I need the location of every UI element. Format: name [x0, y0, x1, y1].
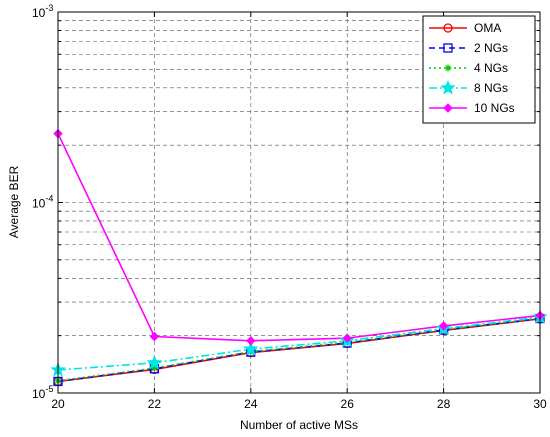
- legend-entry-2-ngs: 2 NGs: [429, 41, 508, 55]
- legend-label: 10 NGs: [474, 101, 515, 115]
- legend-entry-oma: OMA: [429, 21, 501, 35]
- legend-label: 2 NGs: [474, 41, 508, 55]
- legend-label: 8 NGs: [474, 81, 508, 95]
- x-tick-label: 30: [533, 397, 547, 411]
- series-lines: [57, 133, 541, 383]
- legend-marker-8-ngs: [440, 79, 456, 95]
- data-point-10-ngs: [149, 331, 160, 342]
- data-point-10-ngs: [342, 333, 352, 343]
- x-axis-label: Number of active MSs: [240, 418, 358, 432]
- ticks: [57, 12, 541, 393]
- data-point-10-ngs: [438, 321, 449, 331]
- data-point-8-ngs: [243, 340, 259, 356]
- data-point-8-ngs: [146, 354, 163, 370]
- y-tick-label: 10-3: [32, 3, 53, 20]
- x-tick-label: 26: [341, 397, 355, 411]
- y-axis-label: Average BER: [7, 165, 21, 238]
- legend-entry-8-ngs: 8 NGs: [429, 79, 508, 95]
- x-tick-label: 24: [244, 397, 258, 411]
- tick-labels: 20 22 24 26 28 30 10-5 10-4 10-3: [32, 3, 547, 411]
- series-line-8-ngs: [57, 316, 541, 371]
- x-tick-label: 20: [51, 397, 65, 411]
- series-line-4-ngs: [57, 317, 541, 382]
- legend-marker-oma: [443, 23, 453, 33]
- y-tick-label: 10-4: [32, 194, 53, 211]
- legend-marker-4-ngs: [444, 64, 452, 72]
- legend: OMA 2 NGs 4 NGs 8 NGs 10 NGs: [422, 15, 536, 124]
- legend-entry-10-ngs: 10 NGs: [429, 101, 515, 115]
- legend-label: OMA: [474, 21, 501, 35]
- x-tick-label: 28: [437, 397, 451, 411]
- legend-entry-4-ngs: 4 NGs: [429, 61, 508, 75]
- legend-marker-2-ngs: [443, 43, 453, 53]
- legend-box: [422, 15, 536, 124]
- data-point-10-ngs: [246, 336, 256, 346]
- y-tick-label: 10-5: [32, 384, 53, 401]
- x-tick-label: 22: [148, 397, 162, 411]
- series-line-10-ngs: [57, 133, 541, 342]
- legend-marker-10-ngs: [443, 103, 453, 113]
- legend-label: 4 NGs: [474, 61, 508, 75]
